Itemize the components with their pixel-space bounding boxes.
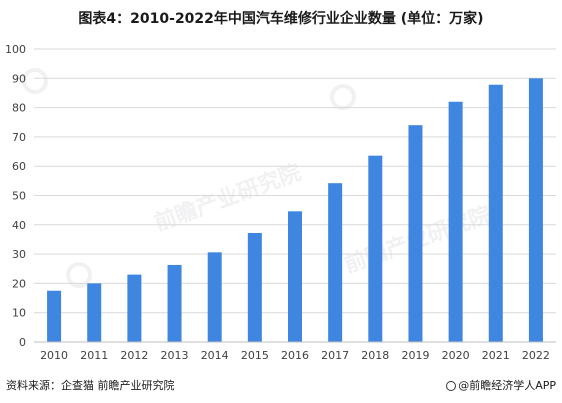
bar-2014 <box>207 252 222 342</box>
y-tick-label: 60 <box>12 160 26 173</box>
x-tick-label: 2019 <box>401 349 429 362</box>
bar-2020 <box>448 101 463 343</box>
bar-2013 <box>167 264 182 342</box>
x-tick-label: 2011 <box>80 349 108 362</box>
chart-title: 图表4：2010-2022年中国汽车维修行业企业数量 (单位：万家) <box>78 11 484 27</box>
y-tick-label: 10 <box>12 307 26 320</box>
x-tick-label: 2018 <box>361 349 389 362</box>
x-tick-label: 2014 <box>201 349 229 362</box>
y-tick-label: 80 <box>12 102 26 115</box>
bar-2011 <box>87 283 102 342</box>
x-axis-ticks: 2010 2011 2012 2013 2014 2015 2016 2017 2018 2019… <box>40 349 550 362</box>
bar-2021 <box>488 84 503 342</box>
bars <box>47 78 543 343</box>
bar-2019 <box>408 125 423 343</box>
y-tick-label: 40 <box>12 219 26 232</box>
brand-text: @前瞻经济学人APP <box>458 379 556 392</box>
x-tick-label: 2012 <box>120 349 148 362</box>
x-tick-label: 2017 <box>321 349 349 362</box>
y-tick-label: 90 <box>12 72 26 85</box>
bar-2015 <box>247 233 262 342</box>
x-tick-label: 2013 <box>161 349 189 362</box>
x-tick-label: 2016 <box>281 349 309 362</box>
bar-2017 <box>328 183 343 342</box>
bar-2016 <box>288 211 302 342</box>
brand-logo-icon <box>446 381 457 391</box>
bar-2022 <box>528 78 543 343</box>
y-tick-label: 70 <box>12 131 26 144</box>
y-tick-label: 100 <box>5 43 26 56</box>
x-tick-label: 2021 <box>482 349 510 362</box>
bar-2010 <box>47 290 62 342</box>
brand-credit: @前瞻经济学人APP <box>446 377 556 393</box>
x-tick-label: 2015 <box>241 349 269 362</box>
x-tick-label: 2022 <box>522 349 550 362</box>
bar-2012 <box>127 274 142 342</box>
y-tick-label: 50 <box>12 190 26 203</box>
source-note: 资料来源：企查猫 前瞻产业研究院 <box>6 379 175 392</box>
y-tick-label: 20 <box>12 277 26 290</box>
y-tick-label: 0 <box>19 336 26 349</box>
x-tick-label: 2020 <box>442 349 470 362</box>
x-tick-label: 2010 <box>40 349 68 362</box>
y-axis-ticks: 0 10 20 30 40 50 60 70 80 90 100 <box>5 43 26 349</box>
y-tick-label: 30 <box>12 248 26 261</box>
grid-lines <box>34 48 556 314</box>
bar-2018 <box>368 155 383 342</box>
